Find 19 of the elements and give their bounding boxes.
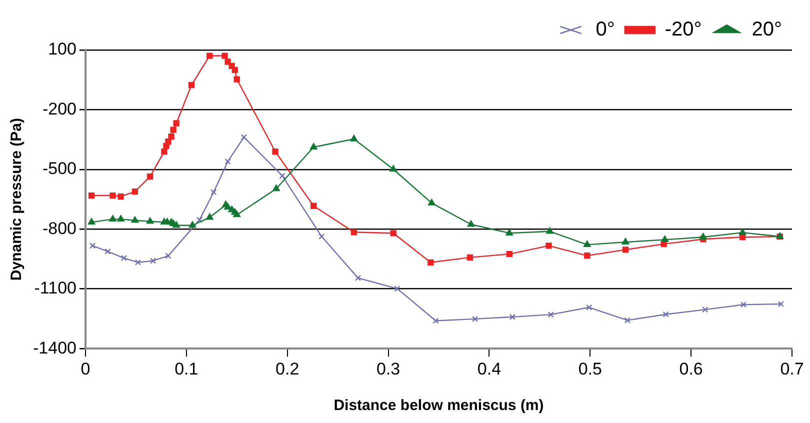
y-tick-label: 100 <box>48 40 76 59</box>
x-tick-label: 0 <box>80 359 90 378</box>
x-tick-label: 0.3 <box>376 359 400 378</box>
y-tick-label: -800 <box>42 218 76 238</box>
legend-label: -20° <box>664 18 702 41</box>
y-tick-label: -1100 <box>34 278 76 298</box>
legend-label: 20° <box>752 18 782 41</box>
x-tick-label: 0.2 <box>276 359 300 378</box>
y-tick-label: -500 <box>42 159 76 178</box>
x-tick-label: 0.4 <box>477 359 502 378</box>
legend-label: 0° <box>596 18 615 41</box>
x-tick-label: 0.7 <box>780 359 804 378</box>
x-axis-title: Distance below meniscus (m) <box>334 397 544 414</box>
x-tick-label: 0.1 <box>174 359 198 378</box>
x-tick-label: 0.5 <box>578 359 602 378</box>
y-tick-label: -200 <box>42 99 76 118</box>
y-tick-label: -1400 <box>32 338 76 358</box>
y-axis-title: Dynamic pressure (Pa) <box>8 118 26 281</box>
x-tick-label: 0.6 <box>679 359 703 378</box>
